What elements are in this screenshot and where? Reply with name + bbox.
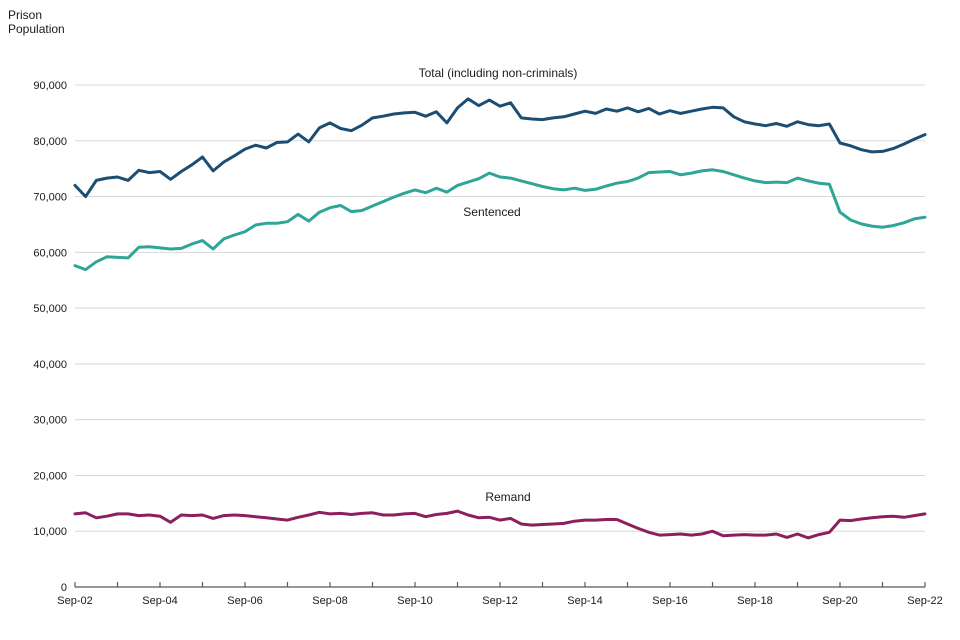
x-tick-label: Sep-04 bbox=[142, 595, 177, 607]
y-tick-label: 40,000 bbox=[33, 359, 67, 371]
x-tick-label: Sep-20 bbox=[822, 595, 857, 607]
series-label-remand: Remand bbox=[485, 490, 530, 504]
x-tick-label: Sep-22 bbox=[907, 595, 942, 607]
x-tick-label: Sep-16 bbox=[652, 595, 687, 607]
series-label-total: Total (including non-criminals) bbox=[419, 66, 578, 80]
x-tick-label: Sep-18 bbox=[737, 595, 772, 607]
y-tick-label: 80,000 bbox=[33, 136, 67, 148]
x-tick-label: Sep-06 bbox=[227, 595, 262, 607]
series-line-remand bbox=[73, 509, 927, 540]
y-tick-label: 50,000 bbox=[33, 303, 67, 315]
x-tick-label: Sep-02 bbox=[57, 595, 92, 607]
y-tick-label: 0 bbox=[61, 582, 67, 594]
series-label-sentenced: Sentenced bbox=[463, 205, 520, 219]
y-tick-label: 30,000 bbox=[33, 415, 67, 427]
y-axis-title: Prison Population bbox=[8, 8, 65, 37]
x-tick-label: Sep-10 bbox=[397, 595, 432, 607]
x-tick-label: Sep-08 bbox=[312, 595, 347, 607]
series-line-sentenced bbox=[73, 168, 927, 272]
y-tick-label: 10,000 bbox=[33, 526, 67, 538]
y-tick-label: 60,000 bbox=[33, 247, 67, 259]
series-line-total bbox=[73, 97, 927, 199]
y-tick-label: 20,000 bbox=[33, 470, 67, 482]
y-tick-label: 90,000 bbox=[33, 80, 67, 92]
x-tick-label: Sep-14 bbox=[567, 595, 602, 607]
x-tick-label: Sep-12 bbox=[482, 595, 517, 607]
y-tick-label: 70,000 bbox=[33, 192, 67, 204]
